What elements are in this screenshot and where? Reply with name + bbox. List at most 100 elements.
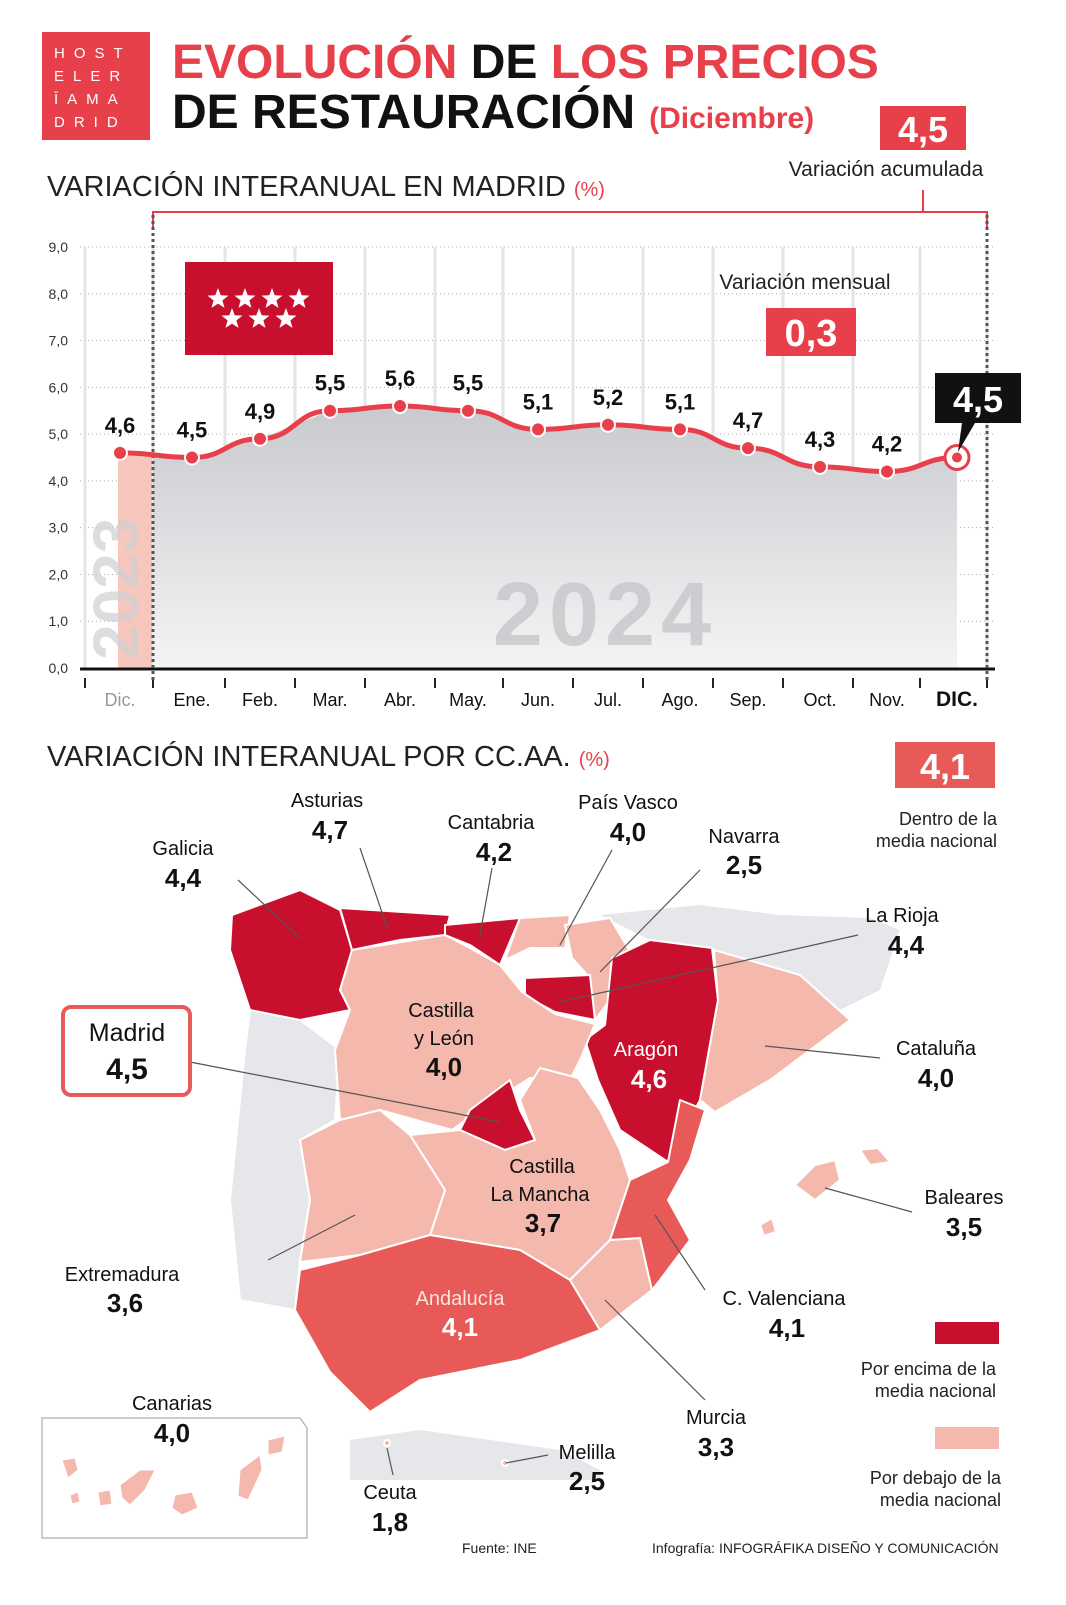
data-point: [812, 458, 828, 475]
region-c-valenciana[interactable]: [609, 1099, 706, 1291]
data-label: 4,2: [872, 432, 903, 457]
region-value: 4,6: [631, 1064, 667, 1094]
region-asturias[interactable]: [339, 907, 451, 951]
region-name: Aragón: [614, 1039, 679, 1061]
spain-map: [229, 889, 900, 1480]
x-tick-label: Sep.: [729, 690, 766, 710]
region-name: La Rioja: [865, 905, 939, 927]
region-name: Castilla: [509, 1156, 575, 1178]
region-value: 3,7: [525, 1208, 561, 1238]
legend-label: media nacional: [875, 1381, 996, 1401]
monthly-value: 0,3: [785, 313, 838, 355]
region-navarra[interactable]: [564, 917, 636, 1021]
data-point: [252, 430, 268, 447]
accumulated-bracket: [152, 190, 988, 228]
region-value: 4,0: [610, 817, 646, 847]
logo-line: DRID: [54, 114, 127, 131]
national-value: 4,1: [920, 746, 970, 787]
data-point: [322, 402, 338, 419]
x-tick-label: Oct.: [803, 690, 836, 710]
callout-value: 4,5: [953, 379, 1003, 420]
region-value: 3,6: [107, 1288, 143, 1318]
region-name: Ceuta: [363, 1482, 417, 1504]
x-tick-label: Dic.: [105, 690, 136, 710]
region-value: 3,3: [698, 1432, 734, 1462]
region-value: 4,0: [154, 1418, 190, 1448]
madrid-flag-icon: [185, 262, 333, 355]
region-cantabria[interactable]: [444, 917, 521, 966]
accumulated-label: Variación acumulada: [789, 158, 984, 181]
data-point: [392, 398, 408, 415]
region-canarias[interactable]: [61, 1435, 286, 1516]
data-point: [184, 449, 200, 466]
map-morocco: [350, 1430, 600, 1480]
current-value-callout: 4,5: [935, 373, 1021, 452]
x-tick-label: Ene.: [173, 690, 210, 710]
star-icon: [207, 288, 229, 308]
leader-lines: [189, 847, 913, 1476]
map-legend: Por encima de la media nacional Por deba…: [861, 1322, 1002, 1510]
footer-source: Fuente: INE: [462, 1540, 537, 1556]
region-name: C. Valenciana: [722, 1288, 846, 1310]
region-name: Cantabria: [448, 812, 536, 834]
x-tick-label: Ago.: [661, 690, 698, 710]
region-value: 2,5: [726, 850, 762, 880]
region-name: Galicia: [152, 838, 214, 860]
x-tick-label: Jun.: [521, 690, 555, 710]
monthly-value-box: [766, 308, 856, 356]
data-label: 5,1: [665, 389, 696, 414]
legend-swatch-above: [935, 1322, 999, 1344]
y-tick-label: 2,0: [49, 566, 69, 582]
region-value: 2,5: [569, 1466, 605, 1496]
star-icon: [288, 288, 310, 308]
y-tick-label: 6,0: [49, 379, 69, 395]
map-france: [600, 905, 900, 1010]
y-tick-label: 0,0: [49, 660, 69, 676]
region-value: 4,4: [165, 863, 202, 893]
footer-credit: Infografía: INFOGRÁFIKA DISEÑO Y COMUNICA…: [652, 1540, 999, 1556]
area-2024: [153, 406, 957, 668]
region-name: Extremadura: [65, 1264, 180, 1286]
region-name: Madrid: [89, 1019, 165, 1047]
region-ceuta[interactable]: [383, 1439, 391, 1447]
data-label: 5,5: [453, 371, 484, 396]
star-icon: [234, 288, 256, 308]
data-point: [672, 421, 688, 438]
region-value: 4,0: [426, 1052, 462, 1082]
watermark-2024: 2024: [493, 565, 717, 665]
region-name: Navarra: [708, 826, 780, 848]
region-value: 4,0: [918, 1063, 954, 1093]
region-name: Canarias: [132, 1393, 212, 1415]
monthly-variation-label: Variación mensual: [719, 271, 890, 294]
madrid-section-title: VARIACIÓN INTERANUAL EN MADRID (%): [47, 170, 605, 203]
logo-line: HOST: [54, 45, 132, 62]
page-title-line-1: EVOLUCIÓN DE LOS PRECIOS: [172, 34, 879, 89]
national-label: media nacional: [876, 831, 997, 851]
madrid-label-box: Madrid 4,5: [61, 1005, 192, 1097]
region-value: 4,7: [312, 815, 348, 845]
national-label: Dentro de la: [899, 809, 998, 829]
region-value: 1,8: [372, 1507, 408, 1537]
y-tick-label: 5,0: [49, 426, 69, 442]
hosteleria-madrid-logo: HOST ELER ĪAMA DRID: [42, 32, 150, 140]
data-point: [112, 444, 128, 461]
x-tick-label: Mar.: [312, 690, 347, 710]
data-label: 4,5: [177, 418, 208, 443]
region-name: País Vasco: [578, 792, 678, 814]
canarias-inset: [41, 1417, 308, 1539]
region-value: 3,5: [946, 1212, 982, 1242]
data-point: [460, 402, 476, 419]
star-icon: [275, 308, 297, 328]
region-baleares[interactable]: [759, 1147, 891, 1237]
logo-line: ELER: [54, 68, 129, 85]
madrid-line-chart: 0,0 1,0 2,0 3,0 4,0 5,0 6,0 7,0 8,0 9,0 2023 2024…: [49, 215, 1021, 711]
region-pais-vasco[interactable]: [504, 914, 571, 961]
region-labels: Galicia 4,4 Asturias 4,7 Cantabria 4,2 P…: [61, 790, 1004, 1537]
region-name: Baleares: [925, 1187, 1004, 1209]
region-galicia[interactable]: [229, 889, 353, 1021]
region-andalucia[interactable]: [294, 1234, 601, 1413]
bar-dec-2023: [118, 452, 152, 668]
data-label: 4,9: [245, 399, 276, 424]
region-cataluna[interactable]: [699, 949, 851, 1113]
